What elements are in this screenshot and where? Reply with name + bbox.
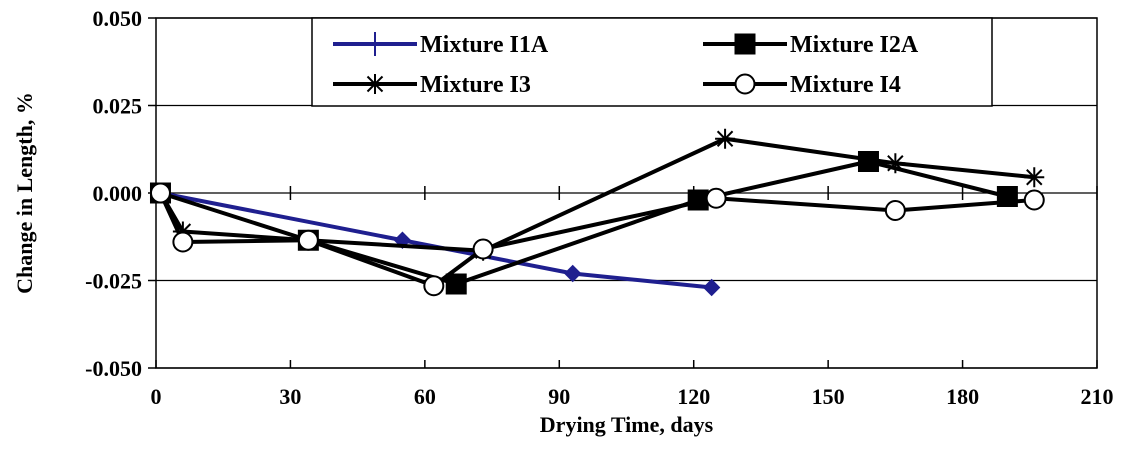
data-point (884, 200, 906, 221)
y-tick-label: 0.000 (93, 181, 143, 206)
series-line (159, 159, 1008, 286)
x-tick-label: 60 (414, 384, 436, 409)
legend-label: Mixture I3 (420, 72, 531, 98)
y-tick-label: 0.025 (93, 94, 143, 119)
data-point (715, 128, 736, 149)
legend-label: Mixture I4 (790, 72, 901, 98)
x-tick-label: 180 (946, 384, 979, 409)
data-point (705, 187, 727, 209)
data-point (423, 275, 445, 297)
legend-label: Mixture I2A (790, 32, 919, 58)
x-tick-label: 30 (279, 384, 301, 409)
x-axis-title: Drying Time, days (540, 412, 714, 437)
data-point (472, 238, 494, 260)
data-point (149, 182, 171, 204)
data-point (365, 74, 385, 94)
legend-item: Mixture I1A (333, 32, 549, 58)
data-point (1024, 167, 1045, 188)
data-point (734, 33, 756, 55)
legend-label: Mixture I1A (420, 32, 549, 58)
data-point (1023, 189, 1045, 211)
y-tick-label: 0.050 (93, 6, 143, 31)
legend: Mixture I1A Mixture I2A Mixture I3 Mixture … (311, 17, 993, 107)
legend-item: Mixture I4 (703, 72, 901, 98)
series-line (158, 192, 1035, 288)
x-tick-label: 150 (812, 384, 845, 409)
data-point (564, 264, 582, 283)
data-point (172, 231, 194, 253)
y-tick-label: -0.025 (85, 269, 142, 294)
data-point (297, 229, 319, 251)
legend-item: Mixture I2A (703, 32, 919, 58)
x-tick-label: 120 (677, 384, 710, 409)
legend-item: Mixture I3 (333, 72, 531, 98)
series-4 (149, 182, 1045, 297)
data-point (885, 153, 906, 174)
x-tick-label: 90 (548, 384, 570, 409)
y-tick-label: -0.050 (85, 356, 142, 381)
y-axis-title: Change in Length, % (12, 92, 37, 294)
data-point (363, 32, 387, 56)
data-point (445, 273, 467, 295)
data-point (734, 73, 756, 95)
x-tick-label: 0 (151, 384, 162, 409)
series-group (149, 128, 1045, 297)
x-tick-label: 210 (1081, 384, 1114, 409)
data-point (702, 278, 721, 297)
legend-box (311, 17, 993, 107)
axes: 0.050 0.025 0.000 -0.025 -0.050 0 30 60 90 120 150… (85, 6, 1113, 409)
